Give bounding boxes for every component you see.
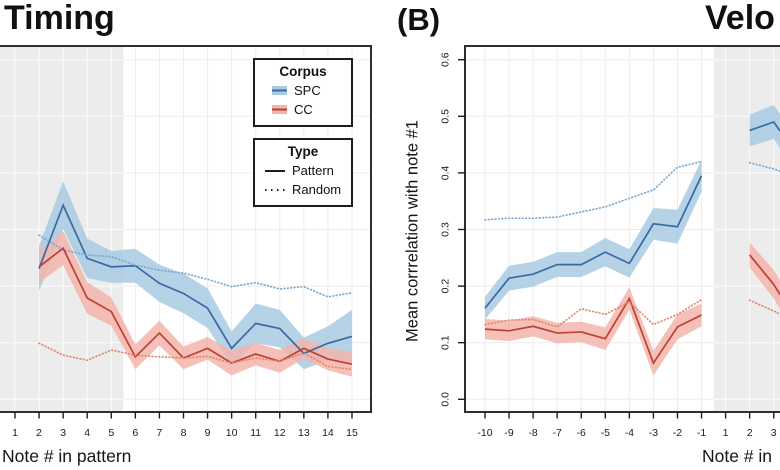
panel-a-xaxis-label: Note # in pattern <box>2 446 132 466</box>
spc-pattern-ribbon <box>749 104 780 148</box>
x-tick-label: 1 <box>723 427 729 439</box>
legend-item-pattern-label: Pattern <box>292 163 334 178</box>
legend-item-random: Random <box>265 182 351 197</box>
x-tick-label: -10 <box>477 427 492 439</box>
cc-pattern-ribbon <box>749 242 780 309</box>
spc-random-line <box>38 234 353 298</box>
dotted-line-key-icon <box>265 188 285 191</box>
legend-item-spc: SPC <box>272 83 351 98</box>
y-tick-label: 0.4 <box>440 165 452 180</box>
legend-corpus-title: Corpus <box>279 64 327 79</box>
x-tick-label: 14 <box>322 427 334 439</box>
gridlines <box>0 46 124 412</box>
legend-item-cc-label: CC <box>294 102 313 117</box>
panel-b-label: (B) <box>397 2 441 37</box>
x-tick-label: -7 <box>553 427 562 439</box>
x-tick-label: 1 <box>12 427 18 439</box>
y-tick-label: 0.2 <box>440 279 452 294</box>
x-tick-label: -2 <box>673 427 682 439</box>
legend-type-title: Type <box>287 144 319 159</box>
cc-pattern-line <box>38 246 353 366</box>
panel-b-xaxis-label: Note # in <box>702 446 773 466</box>
spc-pattern-ribbon <box>39 181 352 370</box>
spc-pattern-line <box>38 202 353 355</box>
spc-random-line <box>484 160 703 221</box>
legend-item-cc: CC <box>272 102 351 117</box>
x-tick-label: 12 <box>274 427 286 439</box>
cc-pattern-line <box>749 254 780 296</box>
x-tick-label: 8 <box>181 427 187 439</box>
x-tick-label: 10 <box>226 427 238 439</box>
gridlines <box>713 46 780 412</box>
x-tick-label: -6 <box>577 427 586 439</box>
cc-pattern-ribbon <box>485 287 702 376</box>
panel-b-yaxis-label: Mean corrrelation with note #1 <box>403 120 422 342</box>
legend-item-spc-label: SPC <box>294 83 321 98</box>
x-tick-label: -4 <box>625 427 634 439</box>
legend-type: Type Pattern Random <box>253 138 353 207</box>
x-tick-label: 3 <box>771 427 777 439</box>
x-tick-label: -1 <box>697 427 706 439</box>
legend-item-pattern: Pattern <box>265 163 351 178</box>
y-tick-label: 0.3 <box>440 222 452 237</box>
x-tick-label: 2 <box>747 427 753 439</box>
legend-item-random-label: Random <box>292 182 342 197</box>
spc-pattern-line <box>484 175 703 309</box>
x-tick-label: 9 <box>205 427 211 439</box>
y-tick-label: 0.1 <box>440 335 452 350</box>
x-tick-label: 15 <box>346 427 358 439</box>
spc-ribbon-key-icon <box>272 86 287 95</box>
cc-ribbon-key-icon <box>272 105 287 114</box>
x-tick-label: 13 <box>298 427 310 439</box>
x-tick-label: -3 <box>649 427 658 439</box>
x-tick-label: -8 <box>528 427 537 439</box>
cc-random-line <box>38 342 353 371</box>
x-tick-label: -9 <box>504 427 513 439</box>
x-tick-label: -5 <box>601 427 610 439</box>
cc-random-line <box>748 299 780 316</box>
spc-pattern-ribbon <box>485 159 702 320</box>
spc-pattern-line <box>749 120 780 132</box>
x-tick-label: 3 <box>60 427 66 439</box>
x-tick-label: 5 <box>108 427 114 439</box>
x-tick-label: 6 <box>132 427 138 439</box>
cc-random-line <box>484 298 703 328</box>
legend-corpus: Corpus SPC CC <box>253 58 353 127</box>
solid-line-key-icon <box>265 169 285 172</box>
panel-b-title: Velo <box>705 0 775 37</box>
y-tick-label: 0.0 <box>440 392 452 407</box>
panel-a-title: Timing <box>4 0 115 37</box>
x-tick-label: 4 <box>84 427 90 439</box>
y-tick-label: 0.5 <box>440 109 452 124</box>
x-tick-label: 7 <box>156 427 162 439</box>
x-tick-label: 2 <box>36 427 42 439</box>
spc-random-line <box>748 161 780 173</box>
y-tick-label: 0.6 <box>440 52 452 67</box>
cc-pattern-line <box>484 296 702 365</box>
x-tick-label: 11 <box>250 427 261 439</box>
